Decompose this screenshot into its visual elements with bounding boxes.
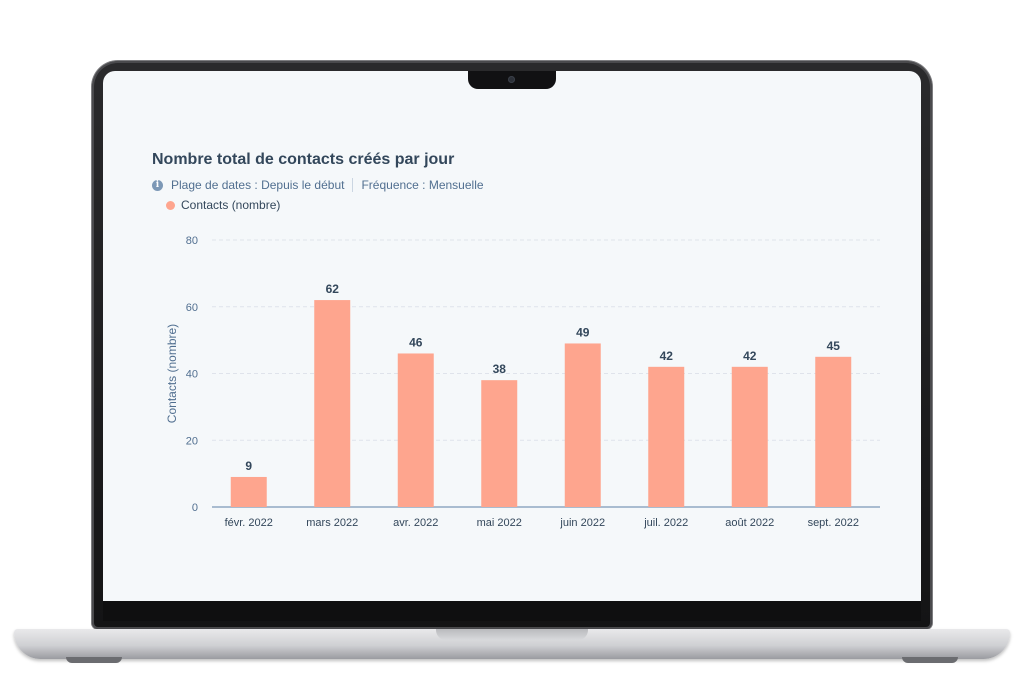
x-tick-label: sept. 2022 [808, 517, 859, 529]
bar-data-label: 62 [326, 282, 340, 296]
y-tick-label: 80 [186, 235, 198, 247]
camera-icon [508, 76, 515, 83]
y-tick-label: 0 [192, 502, 198, 514]
laptop-foot-right [902, 657, 958, 663]
chart-legend[interactable]: Contacts (nombre) [166, 197, 280, 213]
legend-swatch [166, 200, 175, 210]
bar-data-label: 42 [660, 349, 674, 363]
laptop-base-notch [436, 629, 588, 640]
date-range-label[interactable]: Plage de dates : Depuis le début [171, 178, 345, 192]
y-axis-title: Contacts (nombre) [165, 324, 179, 423]
y-tick-label: 40 [186, 369, 198, 381]
x-tick-label: avr. 2022 [393, 517, 438, 529]
info-icon[interactable]: i [152, 179, 163, 191]
x-tick-label: août 2022 [725, 517, 774, 529]
bar [564, 343, 601, 507]
bar-data-label: 49 [576, 325, 590, 339]
x-tick-label: juil. 2022 [643, 517, 688, 529]
screen-bottom-bezel [103, 601, 921, 621]
x-tick-label: mars 2022 [306, 517, 358, 529]
frequency-label[interactable]: Fréquence : Mensuelle [361, 178, 484, 192]
x-tick-label: févr. 2022 [225, 517, 273, 529]
screen [103, 71, 921, 601]
laptop-foot-left [66, 657, 122, 663]
bar-data-label: 9 [245, 459, 252, 473]
meta-divider [352, 178, 354, 192]
bar-data-label: 42 [743, 349, 757, 363]
x-tick-label: mai 2022 [477, 517, 522, 529]
bar [230, 476, 267, 507]
bar-data-label: 45 [827, 339, 841, 353]
bar [397, 353, 434, 507]
y-tick-label: 20 [186, 435, 198, 447]
chart-meta: i Plage de dates : Depuis le début Fréqu… [152, 177, 484, 193]
y-tick-label: 60 [186, 302, 198, 314]
chart-title: Nombre total de contacts créés par jour [152, 151, 455, 168]
bar [481, 380, 518, 507]
x-tick-label: juin 2022 [559, 517, 605, 529]
legend-label: Contacts (nombre) [181, 198, 281, 212]
bar [731, 366, 768, 507]
bar [648, 366, 685, 507]
bar [314, 300, 351, 507]
bar-data-label: 46 [409, 335, 423, 349]
bar [815, 356, 852, 507]
bar-data-label: 38 [493, 362, 507, 376]
